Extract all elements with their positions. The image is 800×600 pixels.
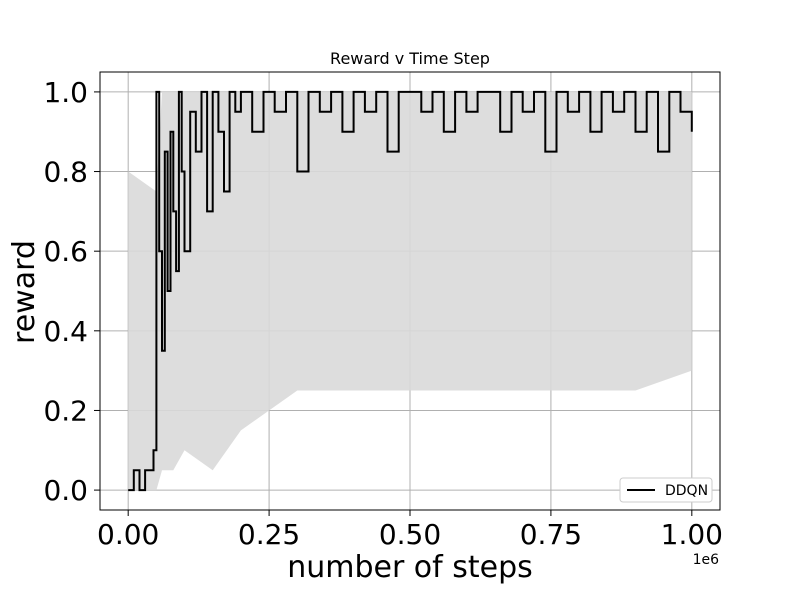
series-line-ddqn <box>128 90 693 492</box>
y-tick-label: 0.2 <box>43 394 88 427</box>
y-tick-label: 0.0 <box>43 474 88 507</box>
band-layer <box>128 91 692 491</box>
x-axis-label: number of steps <box>287 550 533 585</box>
y-axis-label: reward <box>7 240 42 344</box>
x-tick-label: 0.25 <box>238 518 300 551</box>
legend-label-ddqn: DDQN <box>665 483 708 499</box>
reward-variance-band <box>128 91 692 491</box>
x-offset-label: 1e6 <box>693 552 720 568</box>
x-tick-label: 0.75 <box>520 518 582 551</box>
y-tick-label: 0.8 <box>43 156 88 189</box>
x-tick-label: 1.00 <box>661 518 723 551</box>
y-tick-label: 0.6 <box>43 235 88 268</box>
legend-box <box>619 477 713 503</box>
x-tick-label: 0.00 <box>97 518 159 551</box>
tick-layer: 0.00 0.25 0.50 0.75 1.00 0.0 0.2 0.4 0.6 0.8 1.0 <box>43 76 723 551</box>
chart-title: Reward v Time Step <box>330 49 490 68</box>
y-tick-label: 0.4 <box>43 315 88 348</box>
y-tick-label: 1.0 <box>43 76 88 109</box>
legend: DDQN <box>619 477 713 503</box>
series-layer <box>128 90 693 492</box>
x-tick-label: 0.50 <box>379 518 441 551</box>
